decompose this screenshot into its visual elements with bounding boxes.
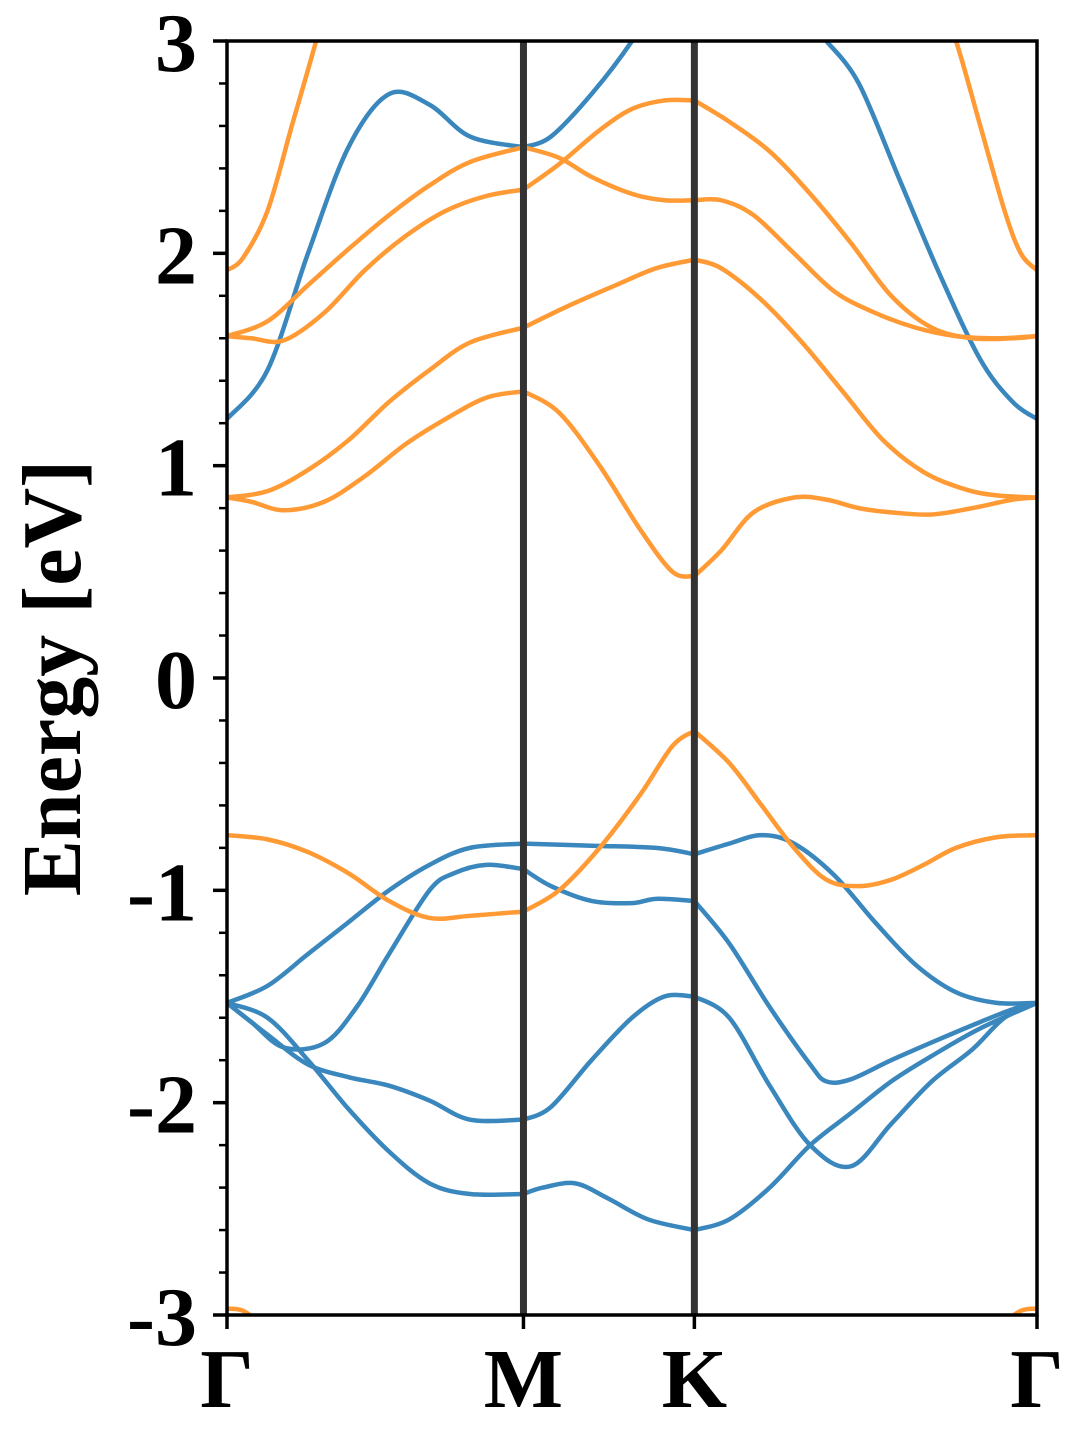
- band-line-3: [692, 898, 1037, 1086]
- y-axis-title: Energy [eV]: [6, 460, 99, 896]
- band-line-27: [692, 98, 1037, 342]
- band-line-14: [521, 41, 635, 150]
- band-line-4: [227, 1000, 526, 1124]
- band-line-21: [692, 494, 1037, 579]
- plot-frame: [225, 39, 1039, 1317]
- band-line-17: [521, 728, 697, 914]
- band-line-29: [521, 144, 697, 203]
- y-tick-label: -1: [127, 846, 197, 939]
- y-tick-label: 0: [155, 634, 197, 727]
- y-tick-label: 2: [155, 209, 197, 302]
- band-line-22: [227, 325, 526, 500]
- y-tick-label: -2: [127, 1059, 197, 1152]
- band-line-18: [692, 728, 1037, 889]
- band-line-15: [824, 41, 1037, 422]
- band-line-30: [692, 196, 1037, 341]
- y-tick-label: 1: [155, 422, 197, 515]
- y-tick-label: -3: [127, 1271, 197, 1364]
- band-line-10: [227, 841, 526, 1006]
- band-line-7: [227, 1000, 526, 1197]
- band-line-9: [692, 1000, 1037, 1233]
- band-line-6: [692, 994, 1037, 1170]
- band-line-19: [227, 389, 526, 513]
- x-tick-label: Γ: [1010, 1333, 1063, 1426]
- band-line-24: [692, 257, 1037, 500]
- x-tick-label: Γ: [200, 1333, 253, 1426]
- band-line-25: [227, 187, 526, 345]
- band-line-5: [521, 992, 697, 1122]
- band-line-16: [227, 832, 526, 922]
- band-lines: [227, 41, 1037, 1315]
- band-line-28: [227, 144, 526, 339]
- x-tick-label: M: [484, 1333, 563, 1426]
- band-line-13: [227, 89, 526, 422]
- band-line-8: [521, 1180, 697, 1233]
- band-line-23: [521, 257, 697, 330]
- high-symmetry-lines: [519, 41, 698, 1315]
- band-line-12: [692, 832, 1037, 1006]
- band-line-31: [227, 41, 319, 273]
- band-line-11: [521, 841, 697, 857]
- band-line-33: [227, 1306, 254, 1315]
- x-tick-label: K: [662, 1333, 727, 1426]
- y-tick-label: 3: [155, 0, 197, 90]
- band-line-26: [521, 97, 697, 192]
- band-line-32: [953, 41, 1037, 273]
- band-line-20: [521, 389, 697, 579]
- band-line-34: [1010, 1306, 1037, 1315]
- y-axis: 3 2 1 0 -1 -2 -3: [127, 0, 227, 1364]
- band-line-2: [521, 866, 697, 906]
